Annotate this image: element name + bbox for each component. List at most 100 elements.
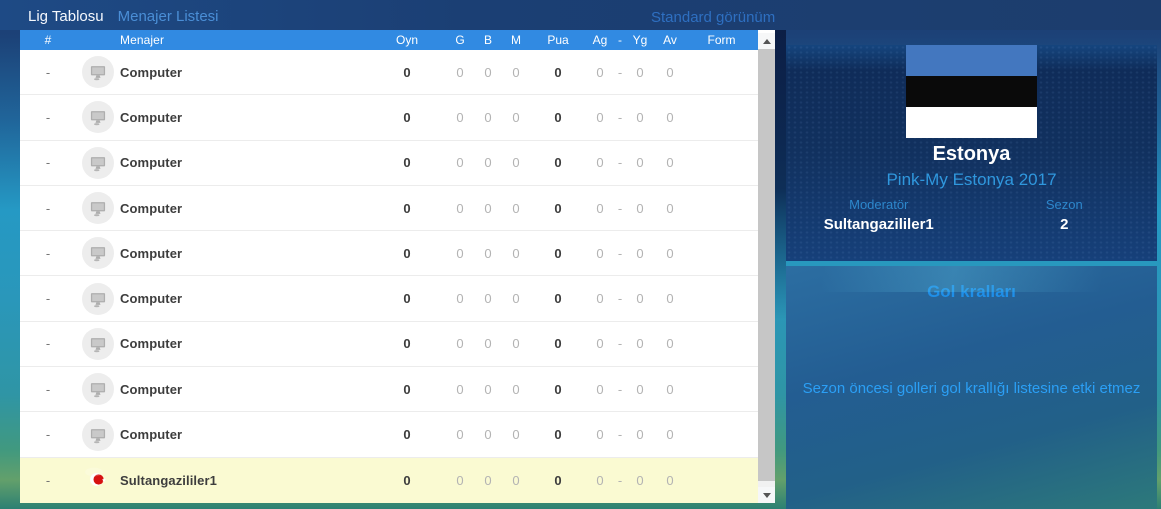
- estonia-flag-blue-stripe: [906, 45, 1037, 76]
- points-cell: 0: [554, 336, 562, 352]
- avatar-cell: [76, 327, 120, 360]
- col-header-rank: #: [44, 33, 52, 47]
- losses-cell: 0: [512, 109, 520, 125]
- scroll-up-button[interactable]: [758, 33, 775, 49]
- country-name: Estonya: [932, 143, 1011, 165]
- table-row[interactable]: -: [20, 276, 758, 322]
- view-mode-selector[interactable]: Standard görünüm: [651, 9, 776, 26]
- avatar-cell: [76, 101, 120, 134]
- turkey-flag-icon: [82, 464, 114, 496]
- table-row[interactable]: -: [20, 457, 758, 503]
- manager-name: Computer: [120, 109, 183, 125]
- points-cell: 0: [554, 200, 562, 216]
- manager-name: Computer: [120, 64, 183, 80]
- rank-cell: -: [45, 245, 51, 261]
- avatar-cell: [76, 418, 120, 451]
- computer-avatar-icon: [82, 101, 114, 134]
- manager-name: Computer: [120, 200, 183, 216]
- tab-lig-tablosu[interactable]: Lig Tablosu: [28, 8, 104, 25]
- col-header-m: M: [511, 33, 521, 47]
- vertical-scrollbar[interactable]: [758, 33, 775, 503]
- league-table-panel: # Menajer Oyn G B M Pua Ag - Yg Av Form …: [20, 30, 775, 503]
- played-cell: 0: [403, 336, 411, 352]
- wins-cell: 0: [456, 472, 464, 488]
- points-cell: 0: [554, 64, 562, 80]
- goal-diff-cell: 0: [666, 381, 674, 397]
- rank-cell: -: [45, 336, 51, 352]
- draws-cell: 0: [484, 245, 492, 261]
- col-header-form: Form: [707, 33, 736, 47]
- points-cell: 0: [554, 155, 562, 171]
- goals-separator: -: [617, 200, 623, 216]
- goals-separator: -: [617, 472, 623, 488]
- played-cell: 0: [403, 64, 411, 80]
- played-cell: 0: [403, 472, 411, 488]
- computer-avatar-icon: [82, 418, 114, 451]
- computer-avatar-icon: [82, 192, 114, 225]
- table-row[interactable]: -: [20, 231, 758, 277]
- played-cell: 0: [403, 155, 411, 171]
- goals-for-cell: 0: [596, 155, 604, 171]
- table-row[interactable]: -: [20, 50, 758, 96]
- draws-cell: 0: [484, 200, 492, 216]
- table-row[interactable]: -: [20, 367, 758, 413]
- manager-name: Sultangazililer1: [120, 472, 217, 488]
- avatar-cell: [76, 56, 120, 89]
- goal-diff-cell: 0: [666, 291, 674, 307]
- draws-cell: 0: [484, 155, 492, 171]
- goals-separator: -: [617, 245, 623, 261]
- wins-cell: 0: [456, 381, 464, 397]
- wins-cell: 0: [456, 336, 464, 352]
- losses-cell: 0: [512, 200, 520, 216]
- avatar-cell: [76, 146, 120, 179]
- season-value: 2: [1060, 216, 1069, 233]
- wins-cell: 0: [456, 245, 464, 261]
- losses-cell: 0: [512, 291, 520, 307]
- goal-diff-cell: 0: [666, 427, 674, 443]
- goals-separator: -: [617, 291, 623, 307]
- goals-for-cell: 0: [596, 109, 604, 125]
- goals-separator: -: [617, 155, 623, 171]
- col-header-av: Av: [663, 33, 677, 47]
- avatar-cell: [76, 282, 120, 315]
- computer-avatar-icon: [82, 373, 114, 406]
- col-header-yg: Yg: [632, 33, 648, 47]
- rank-cell: -: [45, 109, 51, 125]
- losses-cell: 0: [512, 472, 520, 488]
- moderator-block: Moderatör Sultangazililer1: [786, 197, 972, 233]
- goals-for-cell: 0: [596, 427, 604, 443]
- rank-cell: -: [45, 427, 51, 443]
- computer-avatar-icon: [82, 56, 114, 89]
- goal-kings-title: Gol kralları: [927, 282, 1016, 301]
- manager-name: Computer: [120, 336, 183, 352]
- arrow-down-icon: [762, 492, 771, 498]
- season-label: Sezon: [1045, 197, 1083, 212]
- avatar-cell: [76, 237, 120, 270]
- league-meta: Moderatör Sultangazililer1 Sezon 2: [786, 197, 1157, 233]
- rank-cell: -: [45, 291, 51, 307]
- wins-cell: 0: [456, 291, 464, 307]
- league-info-panel: Estonya Pink-My Estonya 2017 Moderatör S…: [786, 33, 1157, 509]
- table-row[interactable]: -: [20, 185, 758, 232]
- goal-diff-cell: 0: [666, 472, 674, 488]
- table-row[interactable]: -: [20, 95, 758, 141]
- manager-name: Computer: [120, 381, 183, 397]
- table-row[interactable]: -: [20, 412, 758, 458]
- wins-cell: 0: [456, 200, 464, 216]
- scrollbar-thumb[interactable]: [758, 49, 775, 481]
- table-row[interactable]: -: [20, 321, 758, 368]
- goals-separator: -: [617, 109, 623, 125]
- scroll-down-button[interactable]: [758, 487, 775, 503]
- league-name: Pink-My Estonya 2017: [886, 170, 1057, 189]
- goals-separator: -: [617, 64, 623, 80]
- wins-cell: 0: [456, 155, 464, 171]
- moderator-label: Moderatör: [849, 197, 909, 212]
- tab-menajer-listesi[interactable]: Menajer Listesi: [117, 8, 219, 25]
- goals-for-cell: 0: [596, 472, 604, 488]
- played-cell: 0: [403, 200, 411, 216]
- goals-separator: -: [617, 336, 623, 352]
- table-row[interactable]: -: [20, 140, 758, 186]
- col-header-pua: Pua: [547, 33, 569, 47]
- moderator-value: Sultangazililer1: [823, 216, 934, 233]
